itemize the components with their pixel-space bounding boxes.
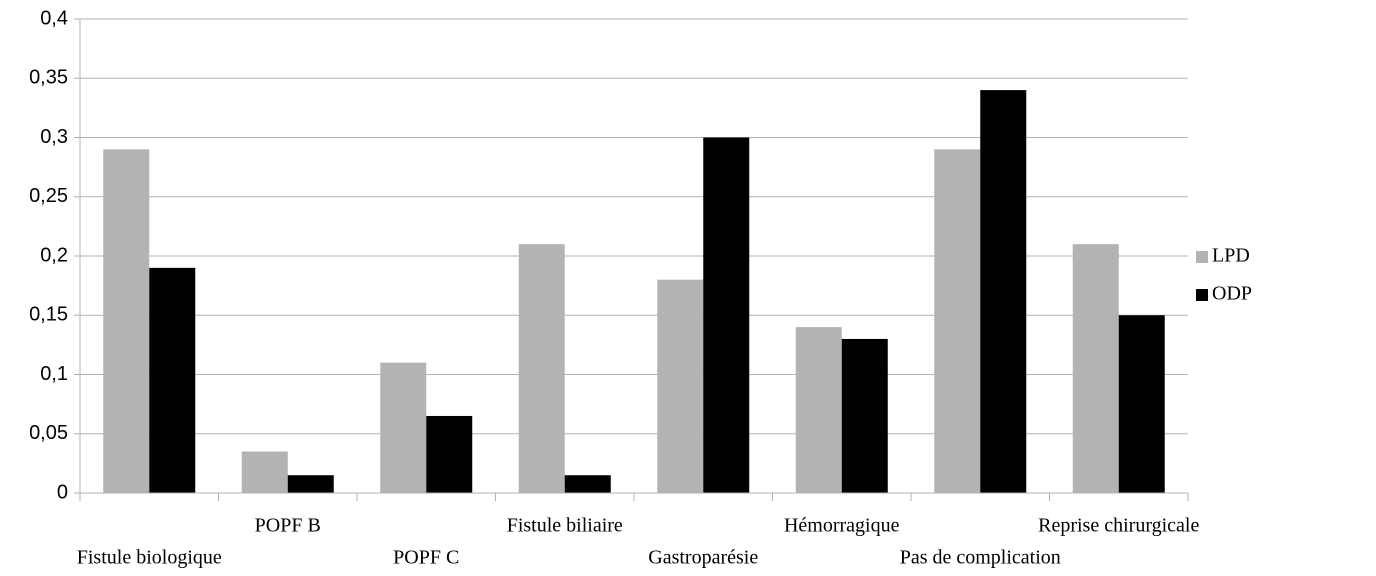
x-tick-label: Gastroparésie xyxy=(648,547,758,569)
y-tick-label: 0,2 xyxy=(40,244,68,266)
bar xyxy=(980,90,1027,493)
bar xyxy=(518,244,565,493)
y-tick-label: 0,15 xyxy=(29,304,68,326)
x-tick-label: Fistule biliaire xyxy=(507,515,623,537)
y-tick-label: 0,05 xyxy=(29,422,68,444)
x-tick-label: POPF B xyxy=(255,515,321,537)
bar xyxy=(287,475,334,493)
bar xyxy=(380,362,427,493)
x-tick-label: Fistule biologique xyxy=(77,547,222,569)
bar xyxy=(103,149,150,493)
legend-swatch xyxy=(1196,251,1208,263)
x-tick-label: Reprise chirurgicale xyxy=(1038,515,1199,537)
x-tick-label: Hémorragique xyxy=(784,515,900,537)
y-tick-label: 0,1 xyxy=(40,363,68,385)
y-tick-label: 0,3 xyxy=(40,126,68,148)
y-tick-label: 0 xyxy=(57,481,68,503)
bar xyxy=(795,327,842,493)
bar xyxy=(934,149,981,493)
y-tick-label: 0,25 xyxy=(29,185,68,207)
legend-label: LPD xyxy=(1212,245,1250,267)
x-tick-label: Pas de complication xyxy=(900,547,1061,569)
bar xyxy=(241,451,288,493)
bar xyxy=(1072,244,1119,493)
bar xyxy=(703,137,750,493)
bar xyxy=(1118,315,1165,493)
bar xyxy=(149,267,196,493)
bar xyxy=(564,475,611,493)
legend-swatch xyxy=(1196,289,1208,301)
legend-label: ODP xyxy=(1212,283,1252,305)
bar xyxy=(657,279,704,493)
x-tick-label: POPF C xyxy=(393,547,459,569)
y-tick-label: 0,35 xyxy=(29,67,68,89)
y-tick-label: 0,4 xyxy=(40,7,68,29)
bar xyxy=(841,338,888,493)
bar xyxy=(426,415,473,493)
